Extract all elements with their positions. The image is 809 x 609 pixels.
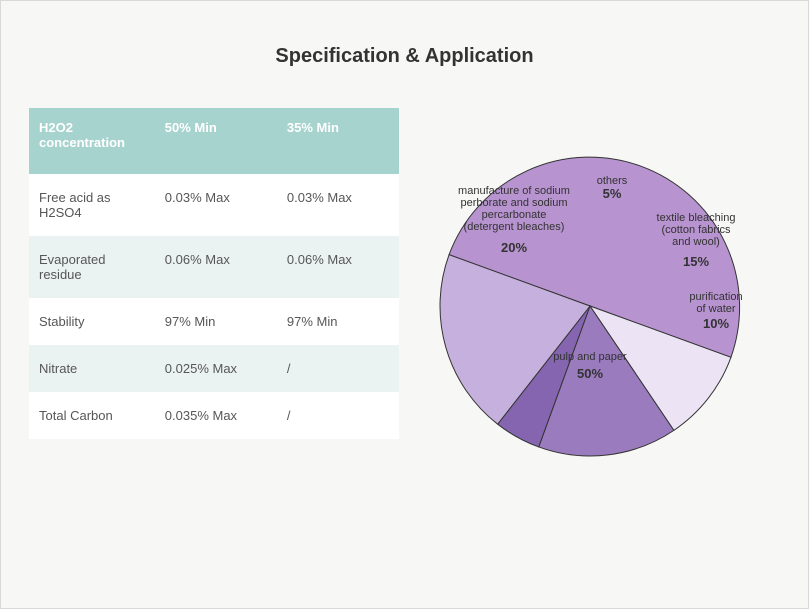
pie-slice-label: of water xyxy=(696,303,735,315)
spec-table: H2O2 concentration 50% Min 35% Min Free … xyxy=(29,108,399,439)
table-cell: Stability xyxy=(29,298,155,345)
pie-slice-label: textile bleaching xyxy=(656,212,735,224)
table-cell: Evaporated residue xyxy=(29,236,155,298)
table-cell: 0.06% Max xyxy=(155,236,277,298)
pie-slice-pct: 20% xyxy=(500,240,526,255)
pie-slice-label: and wool) xyxy=(672,236,720,248)
table-cell: 0.03% Max xyxy=(155,174,277,236)
col-header-param: H2O2 concentration xyxy=(29,108,155,174)
pie-slice-pct: 5% xyxy=(602,186,621,201)
table-cell: Total Carbon xyxy=(29,392,155,439)
pie-slice-label: purification xyxy=(689,291,742,303)
spec-table-container: H2O2 concentration 50% Min 35% Min Free … xyxy=(29,108,399,439)
table-row: Stability97% Min97% Min xyxy=(29,298,399,345)
page-title: Specification & Application xyxy=(1,1,808,108)
pie-slice-label: (cotton fabrics xyxy=(661,224,731,236)
table-cell: 0.06% Max xyxy=(277,236,399,298)
pie-slice-pct: 50% xyxy=(576,366,602,381)
col-header-35: 35% Min xyxy=(277,108,399,174)
table-cell: 0.03% Max xyxy=(277,174,399,236)
table-cell: 0.025% Max xyxy=(155,345,277,392)
pie-slice-label: manufacture of sodium xyxy=(458,185,570,197)
table-row: Evaporated residue0.06% Max0.06% Max xyxy=(29,236,399,298)
pie-slice-label: (detergent bleaches) xyxy=(463,221,564,233)
table-cell: 97% Min xyxy=(277,298,399,345)
table-cell: / xyxy=(277,345,399,392)
table-cell: 0.035% Max xyxy=(155,392,277,439)
pie-slice-pct: 15% xyxy=(682,254,708,269)
table-row: Nitrate0.025% Max/ xyxy=(29,345,399,392)
pie-slice-label: percarbonate xyxy=(481,209,546,221)
table-cell: Nitrate xyxy=(29,345,155,392)
content-row: H2O2 concentration 50% Min 35% Min Free … xyxy=(1,108,808,496)
pie-slice-label: perborate and sodium xyxy=(460,197,567,209)
table-row: Free acid as H2SO40.03% Max0.03% Max xyxy=(29,174,399,236)
table-cell: / xyxy=(277,392,399,439)
col-header-50: 50% Min xyxy=(155,108,277,174)
pie-slice-pct: 10% xyxy=(702,316,728,331)
pie-chart: pulp and paper 50% purificationof water10%… xyxy=(400,116,780,496)
pie-chart-container: pulp and paper 50% purificationof water10%… xyxy=(399,108,780,496)
pie-slice-label: pulp and paper xyxy=(553,351,627,363)
table-cell: 97% Min xyxy=(155,298,277,345)
table-cell: Free acid as H2SO4 xyxy=(29,174,155,236)
table-row: Total Carbon0.035% Max/ xyxy=(29,392,399,439)
